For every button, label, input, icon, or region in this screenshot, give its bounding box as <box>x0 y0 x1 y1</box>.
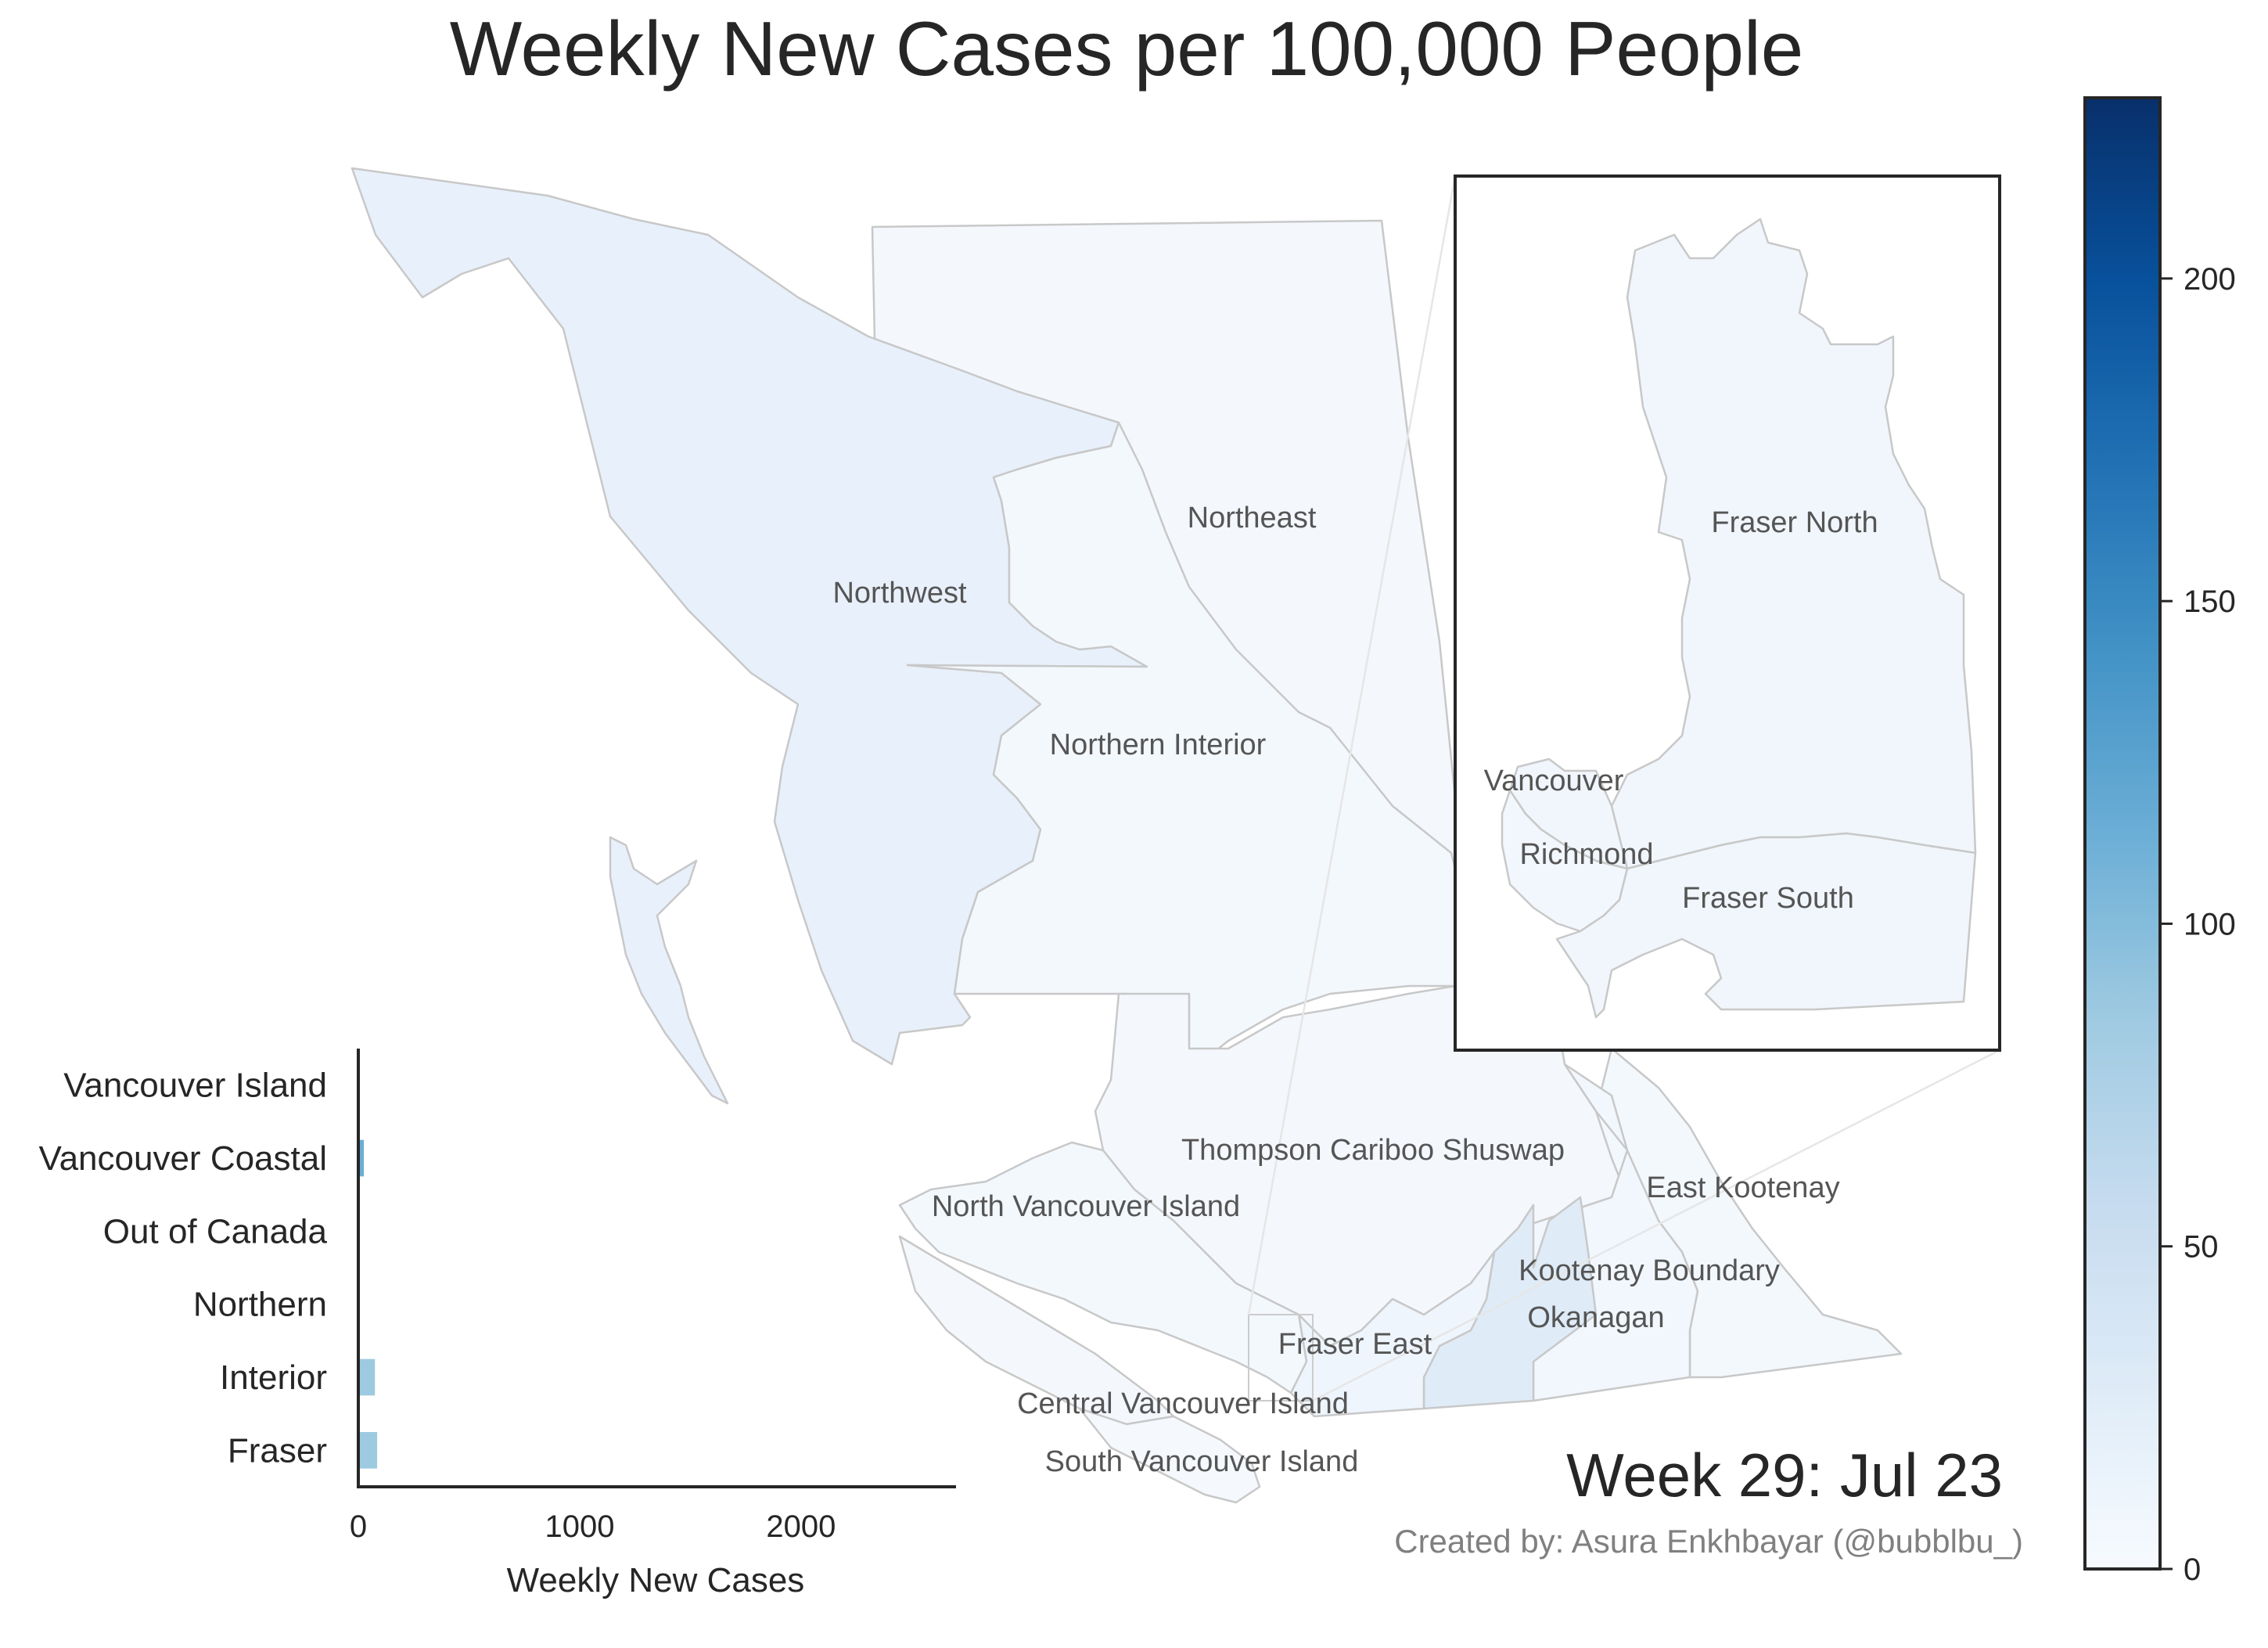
bar-chart: Vancouver Island Vancouver Coastal Out of … <box>39 1049 956 1544</box>
bar[interactable] <box>358 1432 378 1469</box>
region-central-vancouver-island[interactable] <box>898 1235 1175 1426</box>
label-northern-interior: Northern Interior <box>1050 729 1267 761</box>
label-thompson-cariboo-shuswap: Thompson Cariboo Shuswap <box>1181 1134 1565 1167</box>
label-east-kootenay: East Kootenay <box>1646 1171 1839 1204</box>
bar-category-label: Vancouver Coastal <box>39 1139 328 1178</box>
inset-guide-line <box>1247 175 1457 1315</box>
bar-category-label: Northern <box>193 1286 327 1324</box>
region-north-vancouver-island[interactable] <box>898 1141 1308 1394</box>
region-northern-interior[interactable] <box>906 421 1488 1074</box>
bar-chart-x-tick-label: 1000 <box>545 1509 614 1544</box>
label-northwest: Northwest <box>832 577 966 610</box>
label-northeast: Northeast <box>1188 502 1317 534</box>
bar-chart-x-tick-label: 0 <box>350 1509 367 1544</box>
label-north-vancouver-island: North Vancouver Island <box>932 1190 1240 1223</box>
colorbar-tick-label: 150 <box>2184 585 2236 619</box>
bar-chart-xlabel: Weekly New Cases <box>507 1561 805 1599</box>
bar[interactable] <box>358 1358 376 1396</box>
colorbar-tick-label: 50 <box>2184 1230 2219 1265</box>
bc-map <box>350 167 1903 1504</box>
region-south-vancouver-island[interactable] <box>1078 1407 1261 1504</box>
colorbar-tick-label: 100 <box>2184 907 2236 941</box>
map-labels: Northwest Northeast Northern Interior No… <box>832 502 1839 1478</box>
inset-map: Fraser North Vancouver Richmond Fraser S… <box>1454 175 2001 1052</box>
credit-text: Created by: Asura Enkhbayar (@bubblbu_) <box>1394 1523 2023 1560</box>
label-okanagan: Okanagan <box>1527 1301 1664 1334</box>
bar-category-label: Interior <box>220 1358 327 1397</box>
inset-label-fraser-south: Fraser South <box>1682 882 1854 915</box>
inset-zoom-box <box>1248 1314 1314 1402</box>
bar[interactable] <box>358 1139 365 1177</box>
inset-label-fraser-north: Fraser North <box>1711 506 1878 539</box>
region-haida-gwaii[interactable] <box>609 836 729 1105</box>
label-central-vancouver-island: Central Vancouver Island <box>1017 1387 1349 1420</box>
bar-category-label: Fraser <box>228 1431 327 1470</box>
label-kootenay-boundary: Kootenay Boundary <box>1519 1254 1780 1287</box>
label-south-vancouver-island: South Vancouver Island <box>1045 1445 1359 1478</box>
week-label: Week 29: Jul 23 <box>1566 1441 2003 1509</box>
bar-category-label: Vancouver Island <box>63 1067 327 1105</box>
colorbar-tick-label: 0 <box>2184 1553 2201 1587</box>
region-fraser-east[interactable] <box>1289 1250 1496 1418</box>
inset-region-fraser-south[interactable] <box>1555 832 1977 1019</box>
label-fraser-east: Fraser East <box>1278 1328 1432 1361</box>
bar-category-label: Out of Canada <box>103 1212 328 1250</box>
colorbar-gradient <box>2083 96 2162 1571</box>
inset-label-richmond: Richmond <box>1519 838 1653 871</box>
colorbar-tick-label: 200 <box>2184 262 2236 297</box>
inset-label-vancouver: Vancouver <box>1484 765 1624 797</box>
inset-guide-line <box>1312 1049 2000 1402</box>
figure-title: Weekly New Cases per 100,000 People <box>450 5 1804 92</box>
colorbar: 0 50 100 150 200 <box>2083 96 2236 1587</box>
bar-chart-x-tick-label: 2000 <box>766 1509 836 1544</box>
